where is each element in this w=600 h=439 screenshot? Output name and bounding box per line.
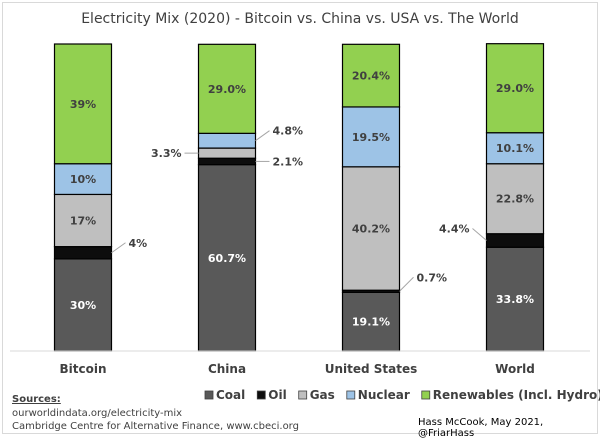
data-label: 29.0% (496, 82, 534, 95)
legend-label: Gas (310, 388, 335, 402)
data-label: 40.2% (352, 223, 390, 236)
bar-coal (197, 164, 257, 352)
source-owid: ourworldindata.org/electricity-mix (12, 408, 183, 419)
bar-gas (197, 147, 257, 159)
bar-renewables (53, 43, 113, 165)
x-tick-label: China (208, 362, 246, 376)
bar-oil (53, 246, 113, 260)
data-label: 4% (129, 237, 148, 250)
legend-label: Oil (268, 388, 286, 402)
bar-renewables (485, 43, 545, 134)
data-label: 0.7% (417, 271, 448, 284)
bar-gas (485, 163, 545, 235)
data-label: 30% (70, 299, 96, 312)
leader-line (399, 276, 414, 292)
legend-swatch (346, 390, 356, 400)
data-label: 39% (70, 98, 96, 111)
data-label: 19.1% (352, 316, 390, 329)
data-label: 19.5% (352, 131, 390, 144)
leader-line (255, 130, 270, 142)
x-tick-label: World (495, 362, 535, 376)
data-label: 22.8% (496, 193, 534, 206)
bar-oil (197, 157, 257, 166)
data-label: 3.3% (151, 147, 182, 160)
bar-renewables (197, 43, 257, 134)
bar-coal (53, 258, 113, 352)
bar-nuclear (485, 132, 545, 165)
bar-nuclear (341, 106, 401, 168)
x-tick-label: Bitcoin (59, 362, 106, 376)
bar-renewables (341, 43, 401, 108)
legend-label: Renewables (Incl. Hydro) (433, 388, 600, 402)
legend-swatch (204, 390, 214, 400)
legend-label: Nuclear (358, 388, 410, 402)
bar-oil (485, 233, 545, 248)
chart-title: Electricity Mix (2020) - Bitcoin vs. Chi… (81, 11, 519, 27)
data-label: 33.8% (496, 293, 534, 306)
sources-heading: Sources: (12, 394, 61, 405)
data-label: 10.1% (496, 142, 534, 155)
bar-gas (341, 166, 401, 291)
data-label: 2.1% (273, 155, 304, 168)
data-label: 10% (70, 173, 96, 186)
x-tick-label: United States (325, 362, 418, 376)
data-label: 29.0% (208, 83, 246, 96)
bar-nuclear (197, 132, 257, 149)
legend-swatch (256, 390, 266, 400)
source-cbeci: Cambridge Centre for Alternative Finance… (12, 421, 299, 432)
leader-line (111, 242, 126, 254)
data-label: 4.4% (439, 222, 470, 235)
bar-nuclear (53, 163, 113, 196)
bar-coal (485, 246, 545, 352)
data-label: 60.7% (208, 252, 246, 265)
data-label: 20.4% (352, 70, 390, 83)
author-credit: Hass McCook, May 2021, @FriarHass (418, 417, 544, 439)
legend-swatch (421, 390, 431, 400)
data-label: 4.8% (273, 125, 304, 138)
leader-line (472, 228, 487, 241)
legend-label: Coal (216, 388, 245, 402)
data-label: 17% (70, 215, 96, 228)
legend-swatch (298, 390, 308, 400)
